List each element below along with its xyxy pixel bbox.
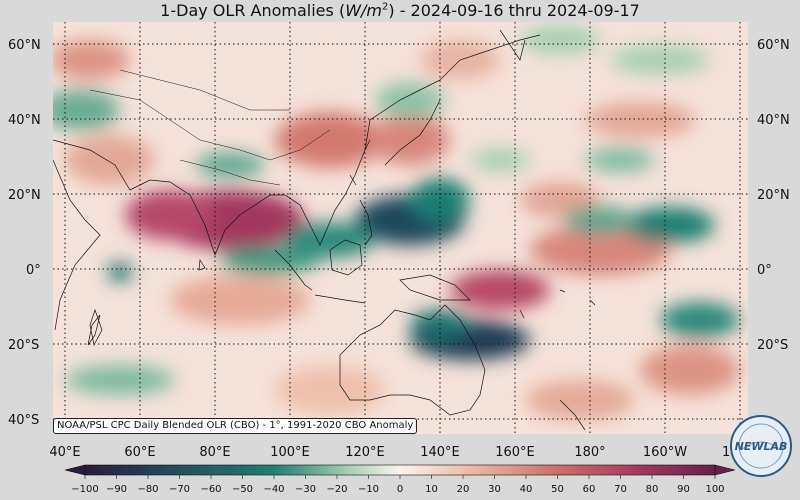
lon-labels: 40°E 60°E 80°E 100°E 120°E 140°E 160°E 1…: [49, 445, 738, 460]
lon-label: 180°: [574, 445, 605, 460]
colorbar-tick-label: 50: [551, 484, 564, 495]
psl-logo[interactable]: NEWLAB: [729, 414, 793, 478]
colorbar-tick-label: −50: [232, 484, 253, 495]
colorbar-tick-label: 10: [425, 484, 438, 495]
lon-label: 120°E: [345, 445, 385, 460]
lat-label: 60°N: [8, 38, 41, 53]
colorbar-tick-label: 60: [583, 484, 596, 495]
colorbar-tick-label: −70: [169, 484, 190, 495]
colorbar-tick-label: −100: [71, 484, 98, 495]
data-credit: NOAA/PSL CPC Daily Blended OLR (CBO) - 1…: [53, 418, 418, 434]
colorbar-tick-label: −20: [326, 484, 347, 495]
svg-text:NEWLAB: NEWLAB: [735, 440, 788, 453]
colorbar-bar: [84, 464, 716, 476]
lon-label: 160°W: [643, 445, 687, 460]
colorbar-tick-label: 90: [677, 484, 690, 495]
graticule: [53, 22, 748, 434]
colorbar-tick-label: −40: [263, 484, 284, 495]
map-title: 1-Day OLR Anomalies (W/m2) - 2024-09-16 …: [160, 1, 640, 20]
colorbar-tick-label: 100: [705, 484, 724, 495]
lat-label: 20°N: [8, 188, 41, 203]
colorbar-tick-label: 20: [457, 484, 470, 495]
colorbar-tick-label: 70: [614, 484, 627, 495]
lon-label: 140°E: [420, 445, 460, 460]
lon-label: 80°E: [199, 445, 230, 460]
lat-label: 0°: [757, 263, 772, 278]
colorbar-tick-label: 30: [488, 484, 501, 495]
colorbar: −100 −90 −80 −70 −60 −50 −40 −30 −20 −10 0 10 20 30 40…: [64, 464, 736, 495]
colorbar-tick-label: −10: [358, 484, 379, 495]
lon-label: 60°E: [124, 445, 155, 460]
colorbar-tick-label: −30: [295, 484, 316, 495]
colorbar-tick-label: −80: [137, 484, 158, 495]
lat-label: 0°: [26, 263, 41, 278]
colorbar-tick-label: 40: [520, 484, 533, 495]
colorbar-extend-min: [64, 464, 86, 476]
lat-label: 20°N: [757, 188, 790, 203]
lat-labels-left: 60°N 40°N 20°N 0° 20°S 40°S: [8, 38, 41, 428]
colorbar-ticks: −100 −90 −80 −70 −60 −50 −40 −30 −20 −10 0 10 20 30 40…: [71, 475, 725, 495]
anomaly-field: [53, 22, 748, 434]
lat-label: 20°S: [757, 338, 788, 353]
colorbar-tick-label: 0: [397, 484, 403, 495]
lon-label: 160°E: [495, 445, 535, 460]
lat-label: 40°S: [8, 413, 39, 428]
colorbar-tick-label: −60: [200, 484, 221, 495]
coastlines: [53, 29, 596, 431]
lat-label: 40°N: [757, 113, 790, 128]
lon-label: 40°E: [49, 445, 80, 460]
lat-label: 20°S: [8, 338, 39, 353]
colorbar-tick-label: −90: [106, 484, 127, 495]
lat-label: 40°N: [8, 113, 41, 128]
lon-label: 100°E: [270, 445, 310, 460]
colorbar-extend-max: [714, 464, 736, 476]
lat-labels-right: 60°N 40°N 20°N 0° 20°S: [757, 38, 790, 353]
lat-label: 60°N: [757, 38, 790, 53]
colorbar-tick-label: 80: [646, 484, 659, 495]
